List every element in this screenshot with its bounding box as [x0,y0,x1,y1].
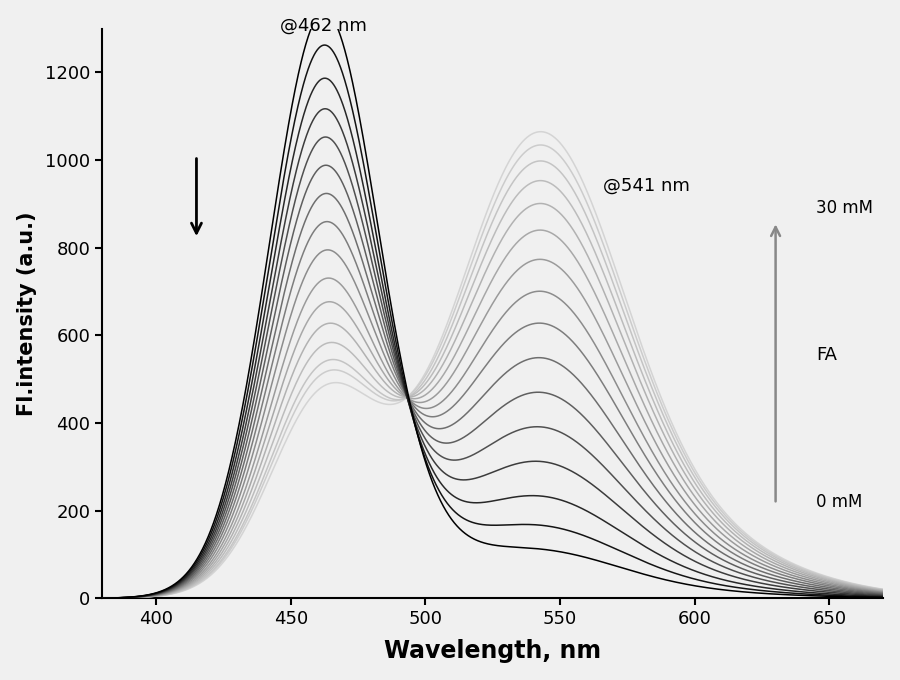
Text: @462 nm: @462 nm [280,17,366,35]
Text: FA: FA [816,346,837,364]
X-axis label: Wavelength, nm: Wavelength, nm [384,639,601,663]
Text: 30 mM: 30 mM [816,199,873,218]
Text: 0 mM: 0 mM [816,493,862,511]
Y-axis label: Fl.intensity (a.u.): Fl.intensity (a.u.) [17,211,37,415]
Text: @541 nm: @541 nm [603,177,690,195]
